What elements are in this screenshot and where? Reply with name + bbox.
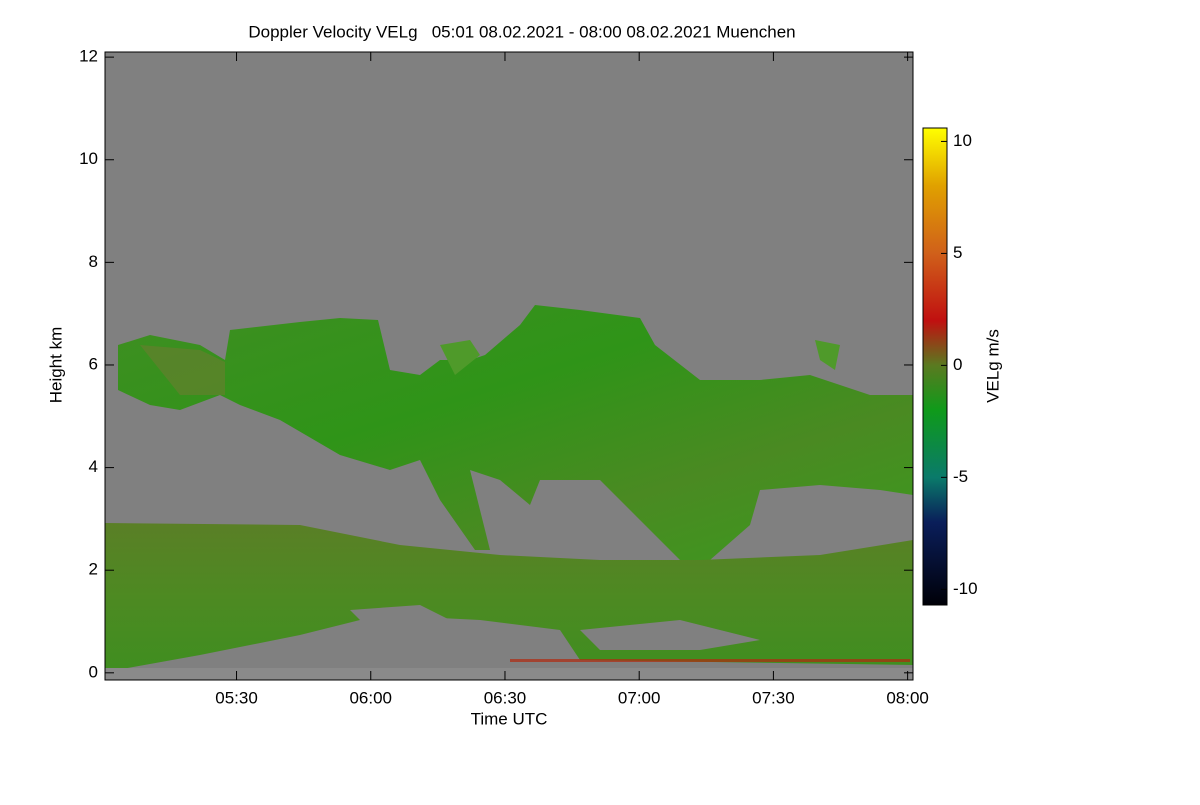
y-tick-label: 12 [79, 47, 98, 66]
x-tick-label: 08:00 [886, 688, 929, 707]
echo-region [760, 490, 900, 520]
colorbar-label: VELg m/s [983, 329, 1002, 403]
plot-frame [104, 51, 914, 681]
chart-title: Doppler Velocity VELg 05:01 08.02.2021 -… [248, 22, 795, 41]
colorbar-tick-label: -10 [953, 579, 978, 598]
colorbar-tick-label: -5 [953, 467, 968, 486]
y-tick-label: 10 [79, 149, 98, 168]
y-axis-label: Height km [46, 327, 65, 404]
colorbar [922, 127, 948, 606]
y-tick-label: 0 [89, 662, 98, 681]
colorbar-tick-label: 0 [953, 355, 962, 374]
x-tick-label: 06:30 [484, 688, 527, 707]
y-tick-label: 4 [89, 457, 98, 476]
y-tick-label: 8 [89, 252, 98, 271]
echo-region [140, 345, 225, 395]
colorbar-tick-label: 10 [953, 131, 972, 150]
x-tick-label: 07:00 [618, 688, 661, 707]
echo-region [815, 340, 840, 370]
y-tick-label: 6 [89, 354, 98, 373]
x-axis-label: Time UTC [471, 709, 548, 728]
echo-region [440, 340, 480, 375]
echo-region [510, 659, 910, 662]
echo-region [350, 605, 460, 640]
y-tick-label: 2 [89, 560, 98, 579]
echo-region [580, 620, 760, 650]
x-tick-label: 07:30 [752, 688, 795, 707]
x-tick-label: 05:30 [215, 688, 258, 707]
echo-region [105, 668, 913, 680]
echo-region [118, 305, 913, 560]
x-tick-label: 06:00 [349, 688, 392, 707]
echo-field [105, 305, 913, 680]
colorbar-tick-label: 5 [953, 243, 962, 262]
